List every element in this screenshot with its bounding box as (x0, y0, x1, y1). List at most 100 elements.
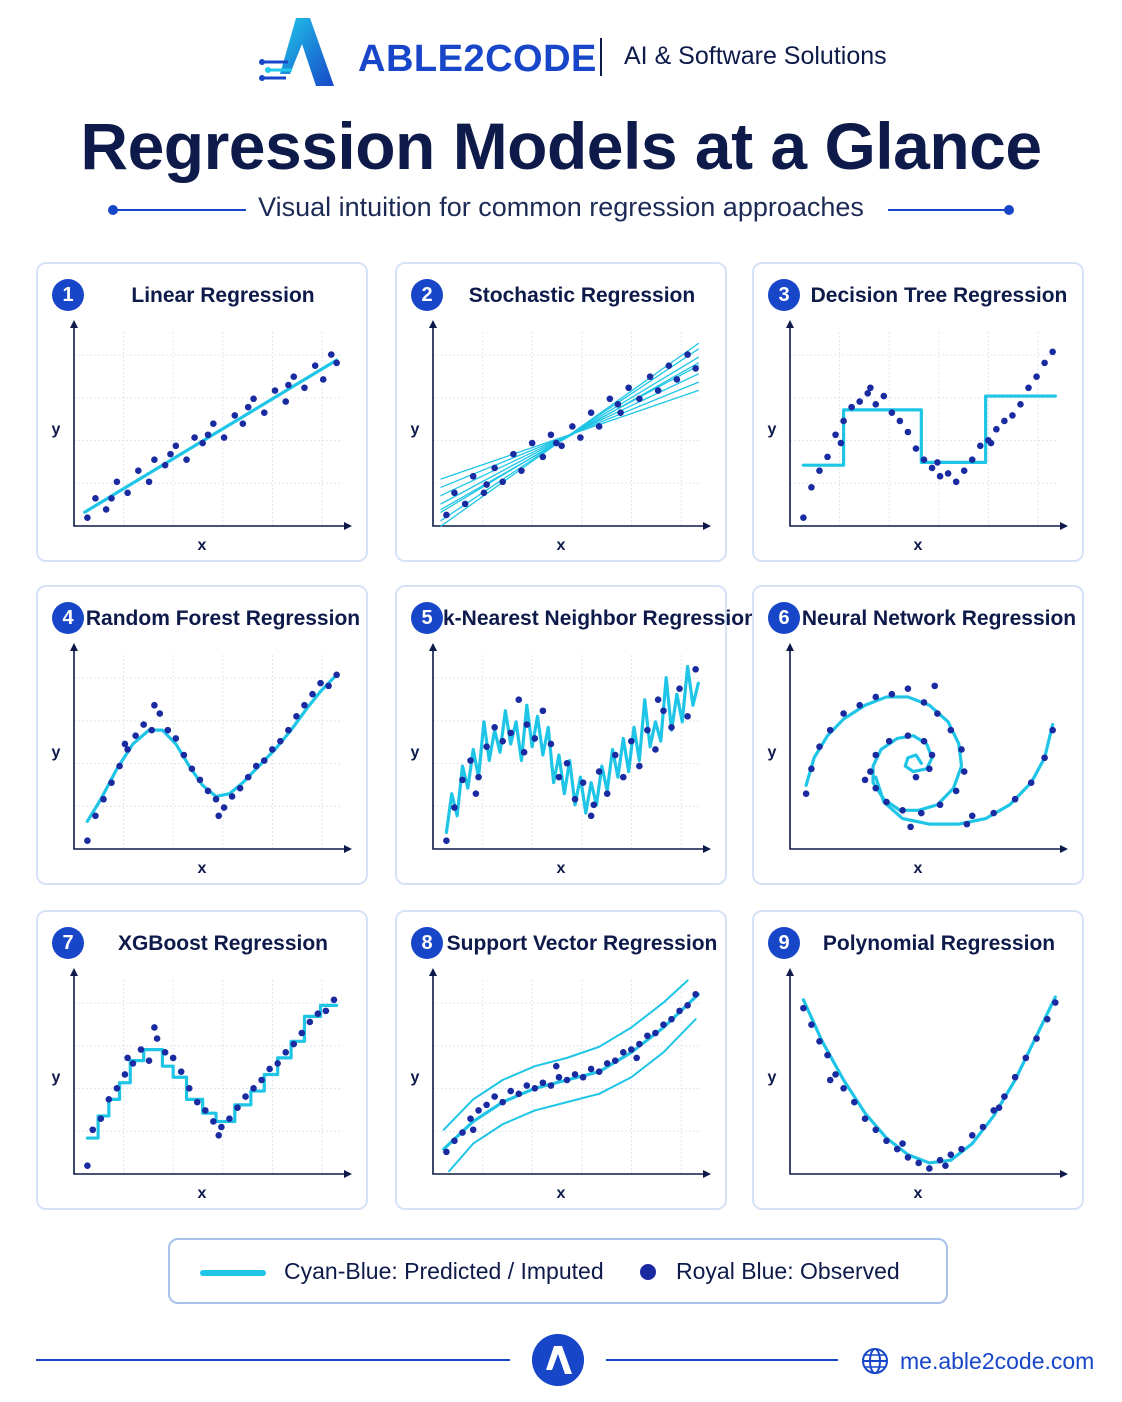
observed-point (633, 1054, 640, 1062)
observed-point (148, 726, 156, 734)
observed-point (499, 737, 506, 745)
observed-point (603, 1060, 611, 1067)
observed-point (851, 1098, 858, 1106)
observed-point (467, 1115, 474, 1123)
observed-point (1041, 754, 1048, 762)
observed-point (832, 1071, 839, 1078)
observed-point (322, 1007, 330, 1015)
page-title: Regression Models at a Glance (80, 109, 1042, 183)
observed-point (912, 445, 920, 452)
x-axis-label: x (557, 860, 566, 877)
observed-point (199, 439, 206, 447)
observed-point (202, 1107, 209, 1114)
observed-point (1022, 1054, 1030, 1062)
observed-point (816, 467, 823, 475)
observed-point (518, 467, 525, 475)
observed-point (654, 387, 662, 394)
observed-point (579, 1073, 587, 1081)
observed-point (314, 1010, 322, 1017)
observed-point (552, 1062, 560, 1070)
observed-point (934, 710, 941, 717)
observed-point (151, 701, 158, 709)
chart-panel-1: 1 Linear Regression x y (36, 262, 368, 562)
observed-point (483, 743, 490, 751)
observed-point (451, 804, 458, 811)
observed-point (212, 795, 220, 803)
chart-plot: xy (411, 643, 711, 877)
observed-point (491, 464, 498, 472)
observed-point (864, 389, 872, 397)
predicted-line (874, 722, 1055, 826)
chart-number-badge: 7 (52, 927, 84, 959)
observed-point (293, 712, 300, 720)
observed-point (469, 472, 477, 480)
chart-panel-3: 3 Decision Tree Regression x y (752, 262, 1084, 562)
observed-point (523, 1082, 531, 1089)
observed-point (507, 729, 515, 737)
observed-point (469, 1126, 477, 1134)
observed-point (531, 735, 539, 742)
chart-plot: xy (411, 968, 711, 1202)
observed-point (124, 489, 131, 497)
observed-point (515, 1090, 523, 1098)
observed-point (673, 376, 681, 383)
chart-axes (789, 972, 1060, 1175)
observed-point (603, 790, 611, 798)
observed-point (333, 359, 340, 367)
observed-point (132, 732, 139, 739)
observed-point (539, 707, 547, 715)
observed-point (660, 707, 667, 715)
observed-point (577, 434, 584, 441)
observed-point (491, 724, 498, 731)
chart-number-badge: 5 (411, 602, 443, 634)
observed-point (684, 1002, 691, 1009)
observed-point (145, 478, 153, 486)
brand-separator (600, 38, 602, 76)
y-axis-label: y (411, 744, 420, 761)
observed-point (193, 1098, 201, 1106)
observed-point (1009, 412, 1016, 419)
observed-point (260, 757, 268, 764)
legend-predicted-swatch (200, 1270, 266, 1276)
y-axis-arrow (786, 968, 794, 976)
x-axis-arrow (703, 845, 711, 853)
observed-point (145, 1057, 153, 1064)
observed-point (872, 784, 880, 792)
observed-point (1041, 359, 1048, 367)
chart-plot: xy (768, 320, 1068, 554)
observed-point (808, 483, 815, 491)
observed-point (483, 481, 490, 488)
y-axis-label: y (411, 421, 420, 438)
observed-point (684, 712, 691, 720)
observed-point (904, 428, 912, 436)
footer-url-link[interactable]: me.able2code.com (900, 1348, 1095, 1374)
observed-point (947, 1151, 955, 1158)
observed-point (250, 1084, 257, 1092)
chart-title: Stochastic Regression (468, 284, 696, 307)
observed-point (942, 1162, 949, 1170)
chart-axes (789, 647, 1060, 850)
y-axis-label: y (52, 744, 61, 761)
legend-predicted-label: Cyan-Blue: Predicted / Imputed (284, 1258, 604, 1284)
observed-point (563, 1076, 571, 1084)
observed-point (92, 495, 99, 502)
observed-point (89, 1126, 97, 1134)
observed-point (218, 1123, 225, 1131)
chart-plot: xy (768, 643, 1068, 877)
observed-point (619, 1049, 627, 1056)
observed-point (968, 812, 976, 820)
observed-point (872, 693, 880, 701)
observed-point (808, 765, 815, 773)
observed-point (108, 779, 115, 786)
observed-point (1017, 401, 1024, 408)
observed-point (555, 773, 563, 781)
predicted-line (801, 995, 1057, 1165)
observed-point (552, 439, 560, 447)
observed-point (282, 1049, 290, 1056)
observed-point (920, 737, 928, 745)
observed-point (936, 1156, 944, 1164)
x-axis-label: x (198, 1185, 207, 1202)
observed-point (547, 740, 555, 748)
observed-point (558, 442, 565, 450)
observed-point (856, 398, 863, 405)
